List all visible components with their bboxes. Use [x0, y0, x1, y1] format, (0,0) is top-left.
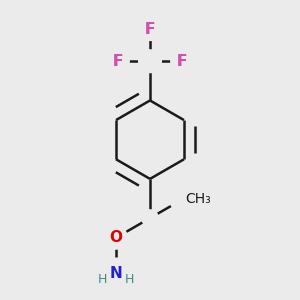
Text: CH₃: CH₃ — [185, 191, 211, 206]
Circle shape — [171, 50, 194, 73]
Circle shape — [142, 210, 158, 226]
Circle shape — [106, 50, 129, 73]
Text: F: F — [145, 22, 155, 37]
Text: H: H — [98, 273, 107, 286]
Text: F: F — [113, 54, 123, 69]
Text: F: F — [145, 22, 155, 37]
Circle shape — [101, 258, 131, 288]
Circle shape — [139, 18, 161, 40]
Text: F: F — [177, 54, 187, 69]
Text: F: F — [113, 54, 123, 69]
Circle shape — [139, 50, 161, 73]
Text: N: N — [110, 266, 122, 280]
Text: F: F — [177, 54, 187, 69]
Circle shape — [169, 184, 198, 213]
Text: O: O — [110, 230, 122, 245]
Circle shape — [105, 226, 128, 249]
Text: H: H — [125, 273, 134, 286]
